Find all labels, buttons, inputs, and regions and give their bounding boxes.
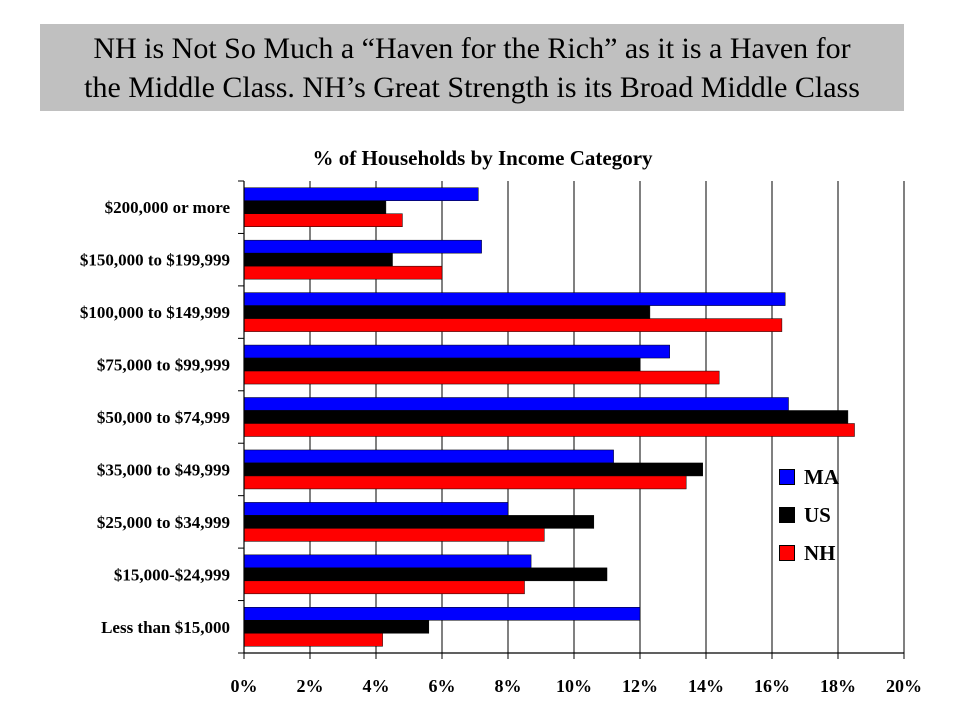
bar-ma — [243, 449, 614, 464]
category-label: $200,000 or more — [105, 198, 231, 217]
bar-us — [243, 305, 651, 319]
legend-label-us: US — [804, 502, 831, 527]
x-tick-label: 6% — [429, 676, 456, 696]
slide-title-box: NH is Not So Much a “Haven for the Rich”… — [40, 24, 904, 111]
chart-legend: MA US NH — [779, 458, 879, 572]
legend-item-ma: MA — [779, 458, 879, 496]
x-tick-label: 20% — [886, 676, 922, 696]
slide-title: NH is Not So Much a “Haven for the Rich”… — [84, 31, 860, 104]
bar-ma — [243, 554, 532, 569]
bar-us — [243, 200, 387, 214]
legend-label-nh: NH — [804, 540, 836, 565]
x-tick-label: 4% — [363, 676, 390, 696]
bar-nh — [243, 633, 383, 647]
bar-us — [243, 252, 393, 267]
category-label: $35,000 to $49,999 — [97, 460, 230, 479]
bar-ma — [243, 397, 789, 411]
bar-ma — [243, 502, 509, 516]
bar-nh — [243, 370, 720, 385]
bar-ma — [243, 292, 786, 306]
category-label: $75,000 to $99,999 — [97, 356, 230, 375]
legend-swatch-nh — [779, 545, 795, 561]
bar-nh — [243, 580, 525, 595]
bar-nh — [243, 265, 443, 280]
x-tick-label: 12% — [622, 676, 658, 696]
bar-nh — [243, 475, 687, 490]
x-tick-label: 2% — [297, 676, 324, 696]
bar-us — [243, 462, 703, 477]
x-tick-label: 8% — [495, 676, 522, 696]
chart-title: % of Households by Income Category — [312, 146, 653, 170]
x-tick-label: 10% — [556, 676, 592, 696]
bar-nh — [243, 318, 783, 332]
bar-us — [243, 620, 430, 634]
bar-nh — [243, 528, 545, 542]
legend-swatch-us — [779, 507, 795, 523]
legend-label-ma: MA — [804, 464, 839, 489]
category-label: $15,000-$24,999 — [114, 565, 230, 584]
category-label: $150,000 to $199,999 — [80, 251, 230, 270]
bar-us — [243, 567, 608, 582]
bar-us — [243, 515, 595, 529]
bar-us — [243, 357, 641, 372]
category-label: $25,000 to $34,999 — [97, 513, 230, 532]
x-tick-label: 0% — [231, 676, 258, 696]
bar-us — [243, 410, 849, 424]
legend-item-nh: NH — [779, 534, 879, 572]
bar-ma — [243, 239, 482, 254]
x-tick-label: 14% — [688, 676, 724, 696]
bar-nh — [243, 213, 403, 227]
bar-ma — [243, 607, 641, 621]
legend-swatch-ma — [779, 469, 795, 485]
bar-ma — [243, 344, 670, 359]
category-label: $50,000 to $74,999 — [97, 408, 230, 427]
category-label: Less than $15,000 — [101, 618, 230, 637]
bar-ma — [243, 187, 479, 201]
legend-item-us: US — [779, 496, 879, 534]
bar-nh — [243, 423, 855, 437]
category-label: $100,000 to $149,999 — [80, 303, 230, 322]
x-tick-label: 16% — [754, 676, 790, 696]
x-tick-label: 18% — [820, 676, 856, 696]
